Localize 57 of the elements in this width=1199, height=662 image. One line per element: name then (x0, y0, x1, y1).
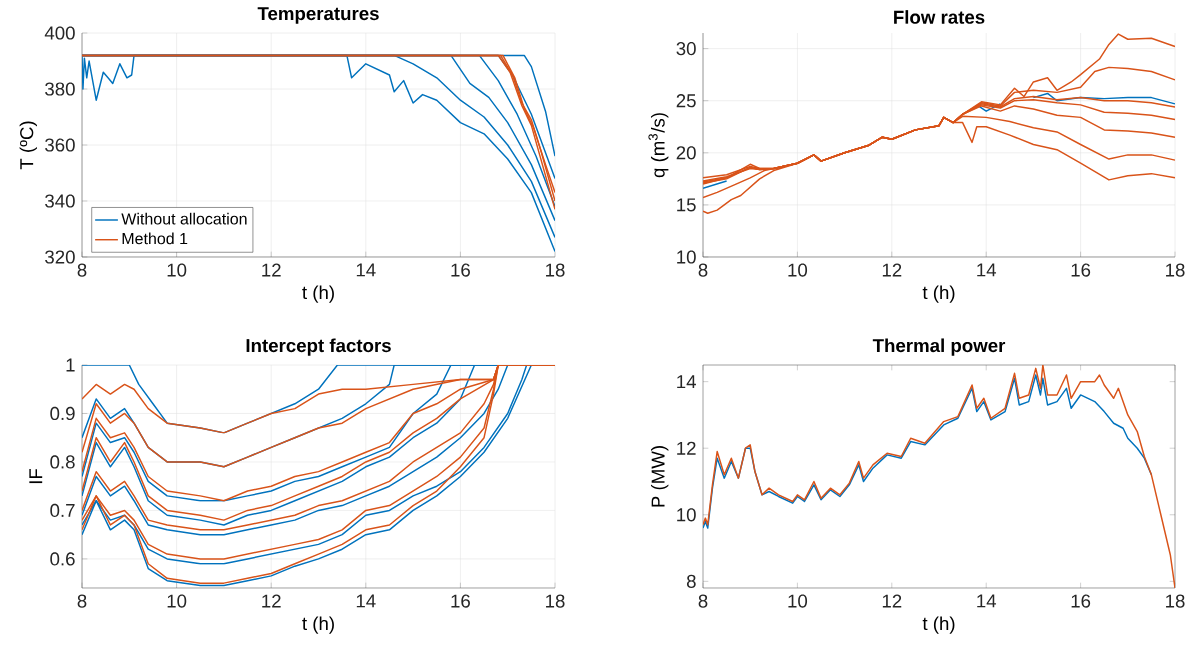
x-tick-label: 10 (788, 594, 808, 608)
y-tick-label: 25 (676, 94, 696, 108)
chart-title: Flow rates (894, 10, 985, 24)
x-tick-label: 8 (77, 594, 87, 608)
x-axis-title: t (h) (302, 616, 334, 634)
y-axis-title: T (ºC) (19, 121, 37, 170)
y-tick-label: 8 (686, 574, 696, 588)
y-tick-label: 30 (676, 42, 696, 56)
y-tick-label: 340 (45, 194, 75, 208)
y-tick-label: 12 (677, 441, 696, 455)
x-tick-label: 10 (788, 263, 808, 277)
y-tick-label: 400 (44, 26, 75, 40)
x-tick-label: 16 (1071, 594, 1091, 608)
x-tick-label: 16 (1071, 263, 1091, 277)
y-tick-label: 10 (677, 250, 696, 264)
y-tick-label: 320 (45, 250, 75, 264)
chart-title: Intercept factors (246, 338, 391, 356)
x-tick-label: 16 (451, 594, 470, 608)
x-axis-title: t (h) (922, 285, 955, 303)
y-axis-title: q (m$^{3}$/s) (648, 113, 669, 178)
y-tick-label: 10 (677, 508, 696, 522)
y-tick-label: 1 (66, 358, 75, 372)
y-tick-label: 0.8 (50, 455, 75, 469)
y-tick-label: 14 (677, 375, 696, 389)
x-tick-label: 12 (882, 263, 902, 277)
x-tick-label: 18 (546, 594, 565, 608)
x-axis-title: t (h) (302, 285, 334, 303)
y-tick-label: 0.9 (50, 406, 75, 421)
y-tick-label: 360 (45, 138, 75, 152)
x-tick-label: 12 (262, 263, 281, 277)
x-tick-label: 14 (977, 594, 997, 608)
x-tick-label: 12 (262, 594, 281, 608)
y-tick-label: 15 (677, 198, 696, 212)
x-tick-label: 10 (167, 263, 187, 277)
y-tick-label: 20 (676, 146, 696, 160)
chart-title: Temperatures (257, 7, 379, 24)
y-axis-title: P (MW) (650, 446, 669, 507)
x-tick-label: 14 (356, 594, 376, 608)
y-tick-label: 0.6 (50, 552, 75, 566)
x-tick-label: 8 (77, 263, 87, 277)
x-tick-label: 8 (698, 594, 708, 608)
x-tick-label: 10 (167, 594, 187, 608)
x-tick-label: 18 (546, 263, 565, 277)
y-tick-label: 380 (45, 82, 75, 96)
x-tick-label: 18 (1166, 263, 1185, 277)
x-axis-title: t (h) (922, 616, 955, 634)
legend-label: Method 1 (122, 232, 188, 245)
x-tick-label: 14 (977, 263, 997, 277)
x-tick-label: 18 (1166, 594, 1185, 608)
chart-title: Thermal power (872, 338, 1006, 356)
x-tick-label: 8 (698, 263, 708, 277)
x-tick-label: 14 (356, 263, 376, 277)
y-tick-label: 0.7 (50, 503, 75, 518)
x-tick-label: 16 (451, 263, 470, 277)
legend-label: Without allocation (121, 212, 247, 225)
y-axis-title: IF (29, 468, 43, 484)
x-tick-label: 12 (882, 594, 902, 608)
